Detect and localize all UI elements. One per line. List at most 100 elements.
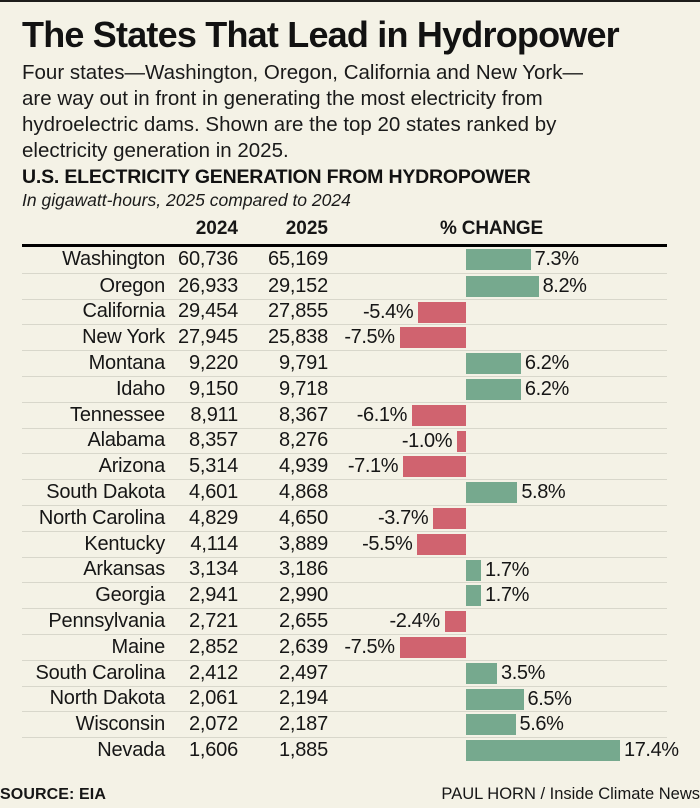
change-bar-cell: 5.6% <box>330 712 667 737</box>
change-bar-cell: 3.5% <box>330 661 667 686</box>
change-bar <box>418 301 466 323</box>
footer: SOURCE: EIA PAUL HORN / Inside Climate N… <box>0 785 700 804</box>
value-2025: 4,868 <box>278 481 328 504</box>
value-2024: 4,601 <box>188 481 238 504</box>
change-bar <box>466 662 497 684</box>
state-name: Oregon <box>99 274 165 297</box>
value-2024: 4,829 <box>188 506 238 529</box>
change-label: 5.6% <box>519 713 564 736</box>
value-2025: 65,169 <box>268 248 328 271</box>
change-label: 3.5% <box>500 661 545 684</box>
table-row: South Dakota 4,601 4,868 5.8% <box>22 479 667 505</box>
change-bar-cell: 6.2% <box>330 351 667 376</box>
value-2025: 8,276 <box>278 429 328 452</box>
change-label: -7.5% <box>344 326 395 349</box>
change-label: 6.2% <box>524 352 569 375</box>
state-name: Tennessee <box>70 403 165 426</box>
state-name: Nevada <box>97 739 165 762</box>
column-header-row: 2024 2025 % CHANGE <box>22 217 667 241</box>
value-2024: 9,150 <box>188 377 238 400</box>
value-2024: 26,933 <box>178 274 238 297</box>
change-label: 5.8% <box>521 481 566 504</box>
column-header-2024: 2024 <box>195 218 238 239</box>
state-name: North Carolina <box>38 506 165 529</box>
value-2025: 3,186 <box>278 558 328 581</box>
table-top-rule <box>22 244 667 247</box>
column-header-2025: 2025 <box>285 218 328 239</box>
table-row: Tennessee 8,911 8,367 -6.1% <box>22 401 667 428</box>
change-bar <box>417 533 466 555</box>
table-row: Georgia 2,941 2,990 1.7% <box>22 582 667 608</box>
credit-label: PAUL HORN / Inside Climate News <box>441 785 700 803</box>
change-bar <box>466 378 521 400</box>
table-row: Montana 9,220 9,791 6.2% <box>22 350 667 376</box>
change-label: -2.4% <box>389 610 441 633</box>
table-row: Arkansas 3,134 3,186 1.7% <box>22 556 667 583</box>
value-2024: 8,911 <box>190 403 238 426</box>
state-name: South Carolina <box>35 661 165 684</box>
table-row: California 29,454 27,855 -5.4% <box>22 298 667 325</box>
change-label: 17.4% <box>623 739 679 762</box>
table-row: North Carolina 4,829 4,650 -3.7% <box>22 504 667 531</box>
table-row: Oregon 26,933 29,152 8.2% <box>22 272 667 299</box>
state-name: Alabama <box>87 429 165 452</box>
value-2024: 29,454 <box>178 300 238 323</box>
change-bar-cell: -7.5% <box>330 635 667 660</box>
change-label: -3.7% <box>378 506 429 529</box>
table-row: Arizona 5,314 4,939 -7.1% <box>22 453 667 479</box>
change-bar-cell: -6.1% <box>330 403 667 428</box>
change-bar <box>403 456 466 478</box>
state-name: Idaho <box>115 377 165 400</box>
change-label: 1.7% <box>485 584 530 607</box>
change-bar <box>466 688 524 710</box>
value-2025: 1,885 <box>278 739 328 762</box>
value-2025: 27,855 <box>268 300 328 323</box>
state-name: Kentucky <box>84 532 165 555</box>
change-label: 6.2% <box>524 377 569 400</box>
change-label: 1.7% <box>485 558 530 581</box>
change-bar <box>457 430 466 452</box>
column-header-change: % CHANGE <box>440 218 543 239</box>
value-2025: 29,152 <box>268 274 328 297</box>
change-label: -6.1% <box>356 403 408 426</box>
change-label: -5.4% <box>362 300 414 323</box>
change-label: 8.2% <box>542 274 587 297</box>
change-bar <box>466 249 531 270</box>
state-name: Arkansas <box>83 558 165 581</box>
change-bar <box>444 611 466 633</box>
change-bar <box>399 636 466 658</box>
change-bar-cell: 5.8% <box>330 480 667 505</box>
value-2024: 5,314 <box>188 455 238 478</box>
page-description: Four states—Washington, Oregon, Californ… <box>22 61 583 162</box>
change-bar-cell: -2.4% <box>330 609 667 634</box>
change-bar-cell: -7.1% <box>330 454 667 479</box>
value-2025: 8,367 <box>278 403 328 426</box>
change-label: 6.5% <box>527 687 572 710</box>
table-row: Washington 60,736 65,169 7.3% <box>22 247 667 273</box>
table-row: Nevada 1,606 1,885 17.4% <box>22 737 679 763</box>
value-2025: 9,791 <box>278 352 328 375</box>
change-bar-cell: 8.2% <box>330 274 667 299</box>
chart-title: U.S. ELECTRICITY GENERATION FROM HYDROPO… <box>22 166 531 188</box>
value-2024: 2,852 <box>188 635 238 658</box>
table-row: Idaho 9,150 9,718 6.2% <box>22 375 667 402</box>
change-bar <box>399 327 466 349</box>
change-label: 7.3% <box>534 248 579 270</box>
value-2024: 60,736 <box>178 248 238 271</box>
change-bar <box>412 404 466 426</box>
change-bar-cell: 1.7% <box>330 558 667 583</box>
change-bar <box>466 275 539 297</box>
value-2025: 4,650 <box>278 506 328 529</box>
state-name: Washington <box>62 248 165 271</box>
value-2024: 2,941 <box>188 584 238 607</box>
change-bar-cell: 6.2% <box>330 377 667 402</box>
change-bar <box>466 740 620 762</box>
value-2024: 27,945 <box>178 326 238 349</box>
state-name: Georgia <box>95 584 165 607</box>
value-2024: 9,220 <box>188 352 238 375</box>
state-name: New York <box>82 326 165 349</box>
state-name: California <box>82 300 166 323</box>
change-bar-cell: -7.5% <box>330 325 667 350</box>
value-2025: 9,718 <box>278 377 328 400</box>
page-title: The States That Lead in Hydropower <box>22 14 620 55</box>
